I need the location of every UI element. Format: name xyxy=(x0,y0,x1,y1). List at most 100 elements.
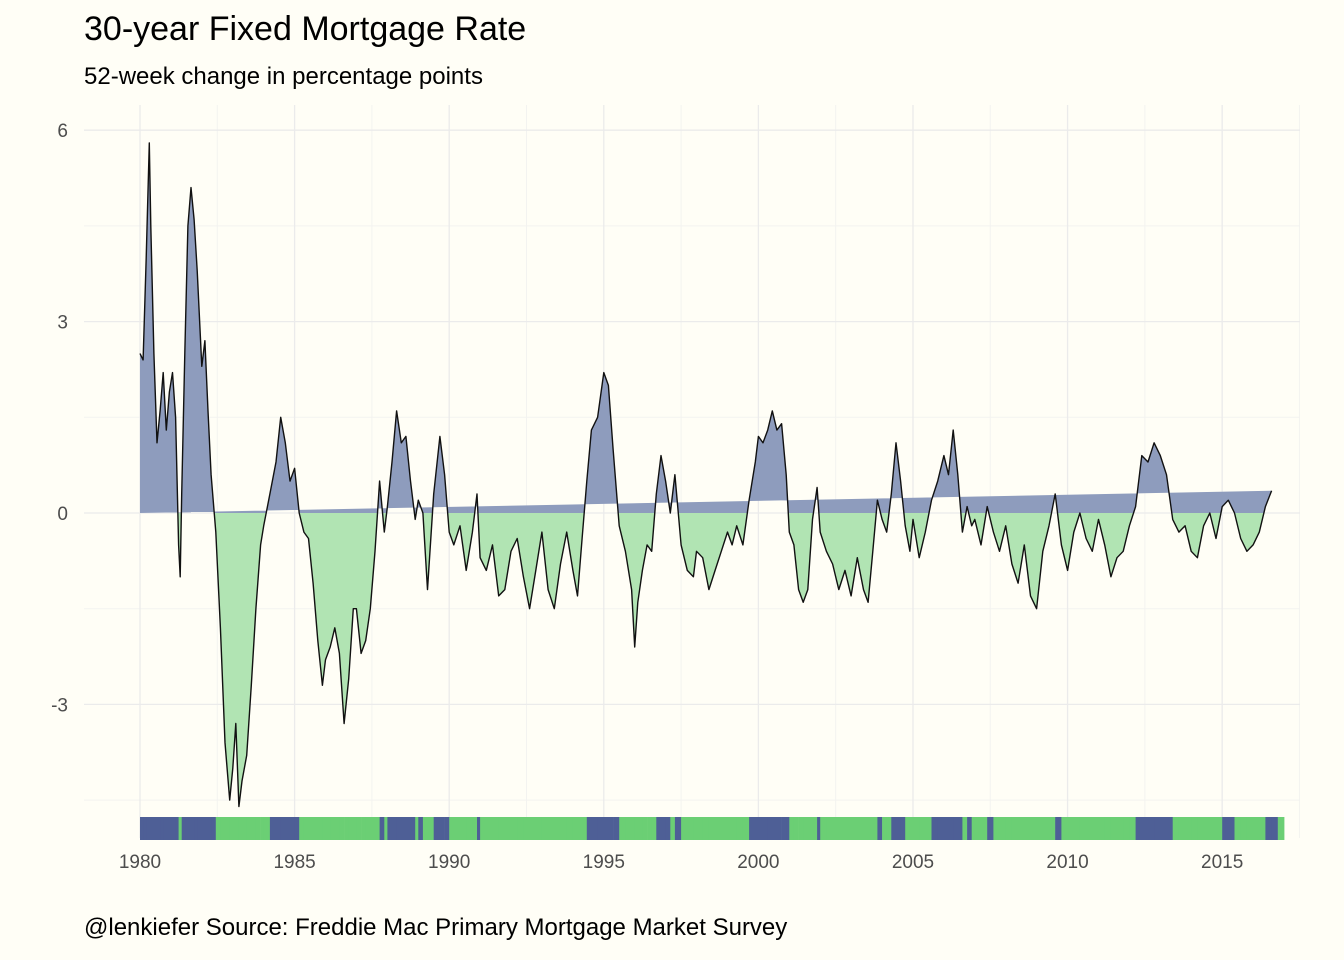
strip-segment xyxy=(1098,817,1106,840)
strip-segment xyxy=(339,817,345,840)
strip-segment xyxy=(1036,817,1044,840)
area-fills xyxy=(140,143,1272,807)
strip-segment xyxy=(882,817,888,840)
strip-segment xyxy=(742,817,750,840)
strip-segment xyxy=(656,817,662,840)
x-tick-label: 2015 xyxy=(1201,852,1243,873)
strip-segment xyxy=(820,817,827,840)
strip-segment xyxy=(1011,817,1019,840)
strip-segment xyxy=(931,817,939,840)
strip-segment xyxy=(166,817,170,840)
strip-segment xyxy=(1280,817,1285,840)
strip-segment xyxy=(392,817,397,840)
strip-segment xyxy=(180,817,183,840)
strip-segment xyxy=(909,817,914,840)
chart-caption: @lenkiefer Source: Freddie Mac Primary M… xyxy=(84,914,788,941)
strip-segment xyxy=(948,817,954,840)
strip-segment xyxy=(322,817,326,840)
minor-gridlines xyxy=(84,105,1300,838)
strip-segment xyxy=(1141,817,1149,840)
strip-segment xyxy=(498,817,506,840)
strip-segment xyxy=(817,817,821,840)
strip-segment xyxy=(798,817,804,840)
strip-segment xyxy=(1024,817,1031,840)
strip-segment xyxy=(1073,817,1081,840)
strip-segment xyxy=(146,817,150,840)
strip-segment xyxy=(480,817,487,840)
strip-segment xyxy=(486,817,493,840)
strip-segment xyxy=(993,817,1000,840)
strip-segment xyxy=(781,817,787,840)
positive-change-area xyxy=(140,143,1272,513)
chart-title: 30-year Fixed Mortgage Rate xyxy=(84,10,527,48)
strip-segment xyxy=(365,817,371,840)
strip-segment xyxy=(661,817,666,840)
strip-segment xyxy=(215,817,221,840)
strip-segment xyxy=(1166,817,1174,840)
strip-segment xyxy=(925,817,932,840)
sign-strip xyxy=(140,817,1285,840)
strip-segment xyxy=(891,817,897,840)
strip-segment xyxy=(1104,817,1112,840)
strip-segment xyxy=(415,817,419,840)
strip-segment xyxy=(294,817,300,840)
strip-segment xyxy=(1240,817,1248,840)
strip-segment xyxy=(384,817,388,840)
strip-segment xyxy=(1129,817,1136,840)
strip-segment xyxy=(776,817,782,840)
y-tick-label: 0 xyxy=(57,504,68,525)
strip-segment xyxy=(260,817,265,840)
x-tick-label: 2000 xyxy=(737,852,779,873)
x-tick-label: 2010 xyxy=(1046,852,1088,873)
strip-segment xyxy=(1253,817,1260,840)
strip-segment xyxy=(913,817,920,840)
strip-segment xyxy=(1160,817,1167,840)
strip-segment xyxy=(755,817,759,840)
strip-segment xyxy=(967,817,973,840)
strip-segment xyxy=(427,817,435,840)
strip-segment xyxy=(290,817,295,840)
strip-segment xyxy=(251,817,257,840)
series-line xyxy=(139,142,1273,808)
strip-segment xyxy=(687,817,694,840)
strip-segment xyxy=(577,817,583,840)
strip-segment xyxy=(1049,817,1056,840)
x-axis: 1980 1985 1990 1995 2000 2005 2010 2015 xyxy=(119,852,1243,873)
chart-subtitle: 52-week change in percentage points xyxy=(84,63,483,90)
strip-segment xyxy=(356,817,362,840)
strip-segment xyxy=(255,817,261,840)
strip-segment xyxy=(943,817,949,840)
strip-segment xyxy=(613,817,620,840)
strip-segment xyxy=(361,817,367,840)
strip-segment xyxy=(492,817,500,840)
strip-segment xyxy=(715,817,722,840)
strip-segment xyxy=(826,817,833,840)
strip-segment xyxy=(1228,817,1235,840)
strip-segment xyxy=(1055,817,1062,840)
strip-segment xyxy=(572,817,578,840)
strip-segment xyxy=(1135,817,1143,840)
strip-segment xyxy=(504,817,512,840)
strip-segment xyxy=(401,817,407,840)
strip-segment xyxy=(1110,817,1118,840)
y-tick-label: 6 xyxy=(57,121,68,142)
strip-segment xyxy=(554,817,561,840)
strip-segment xyxy=(184,817,189,840)
strip-segment xyxy=(140,817,144,840)
strip-segment xyxy=(727,817,733,840)
strip-segment xyxy=(1148,817,1155,840)
strip-segment xyxy=(276,817,281,840)
strip-segment xyxy=(211,817,217,840)
y-axis: -3 0 3 6 xyxy=(51,121,68,716)
strip-segment xyxy=(204,817,209,840)
strip-segment xyxy=(1209,817,1217,840)
strip-segment xyxy=(229,817,234,840)
x-tick-label: 1985 xyxy=(273,852,315,873)
strip-segment xyxy=(1067,817,1075,840)
strip-segment xyxy=(681,817,688,840)
strip-segment xyxy=(325,817,331,840)
strip-segment xyxy=(670,817,676,840)
strip-segment xyxy=(987,817,994,840)
